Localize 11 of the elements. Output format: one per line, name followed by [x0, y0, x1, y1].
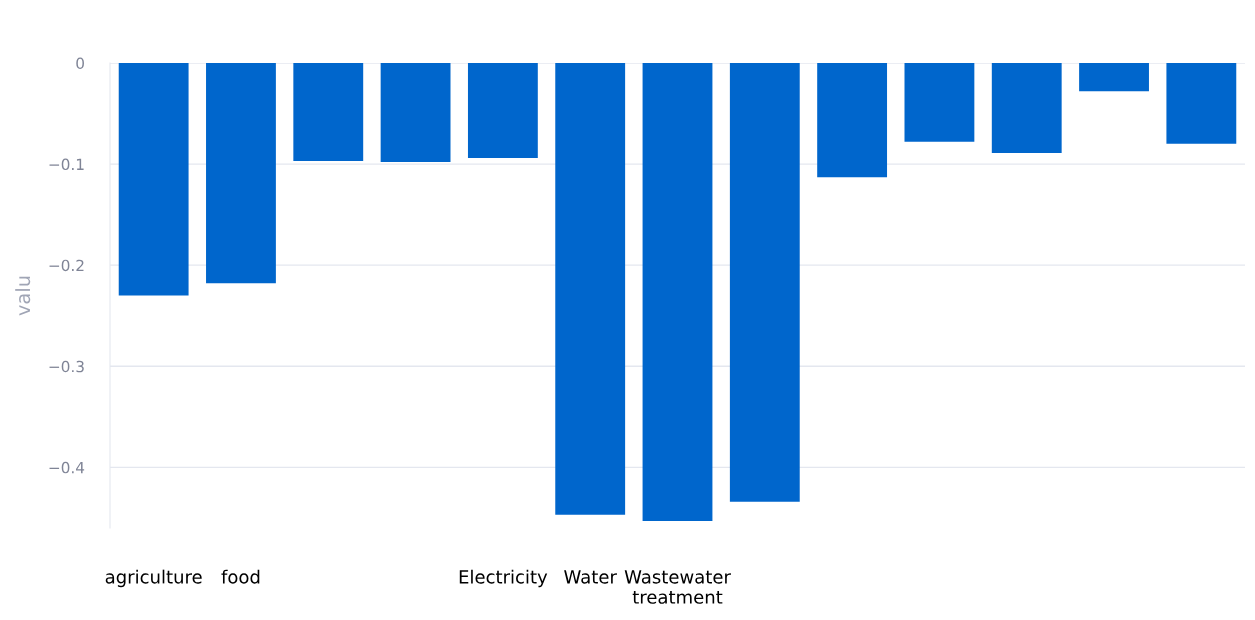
x-tick-label: food	[221, 569, 260, 584]
y-tick-label: −0.4	[49, 461, 85, 474]
y-axis-title: valu	[15, 276, 31, 316]
x-tick-label: Water	[564, 570, 617, 584]
y-tick-label: −0.2	[49, 259, 84, 272]
y-tick-label: −0.3	[49, 360, 84, 373]
y-tick-label: −0.1	[49, 158, 84, 171]
y-tick-label: 0	[76, 57, 84, 70]
x-tick-label: agriculture	[105, 569, 202, 588]
x-tick-label: Electricity	[459, 569, 548, 588]
x-tick-label: Wastewater treatment	[624, 570, 731, 604]
